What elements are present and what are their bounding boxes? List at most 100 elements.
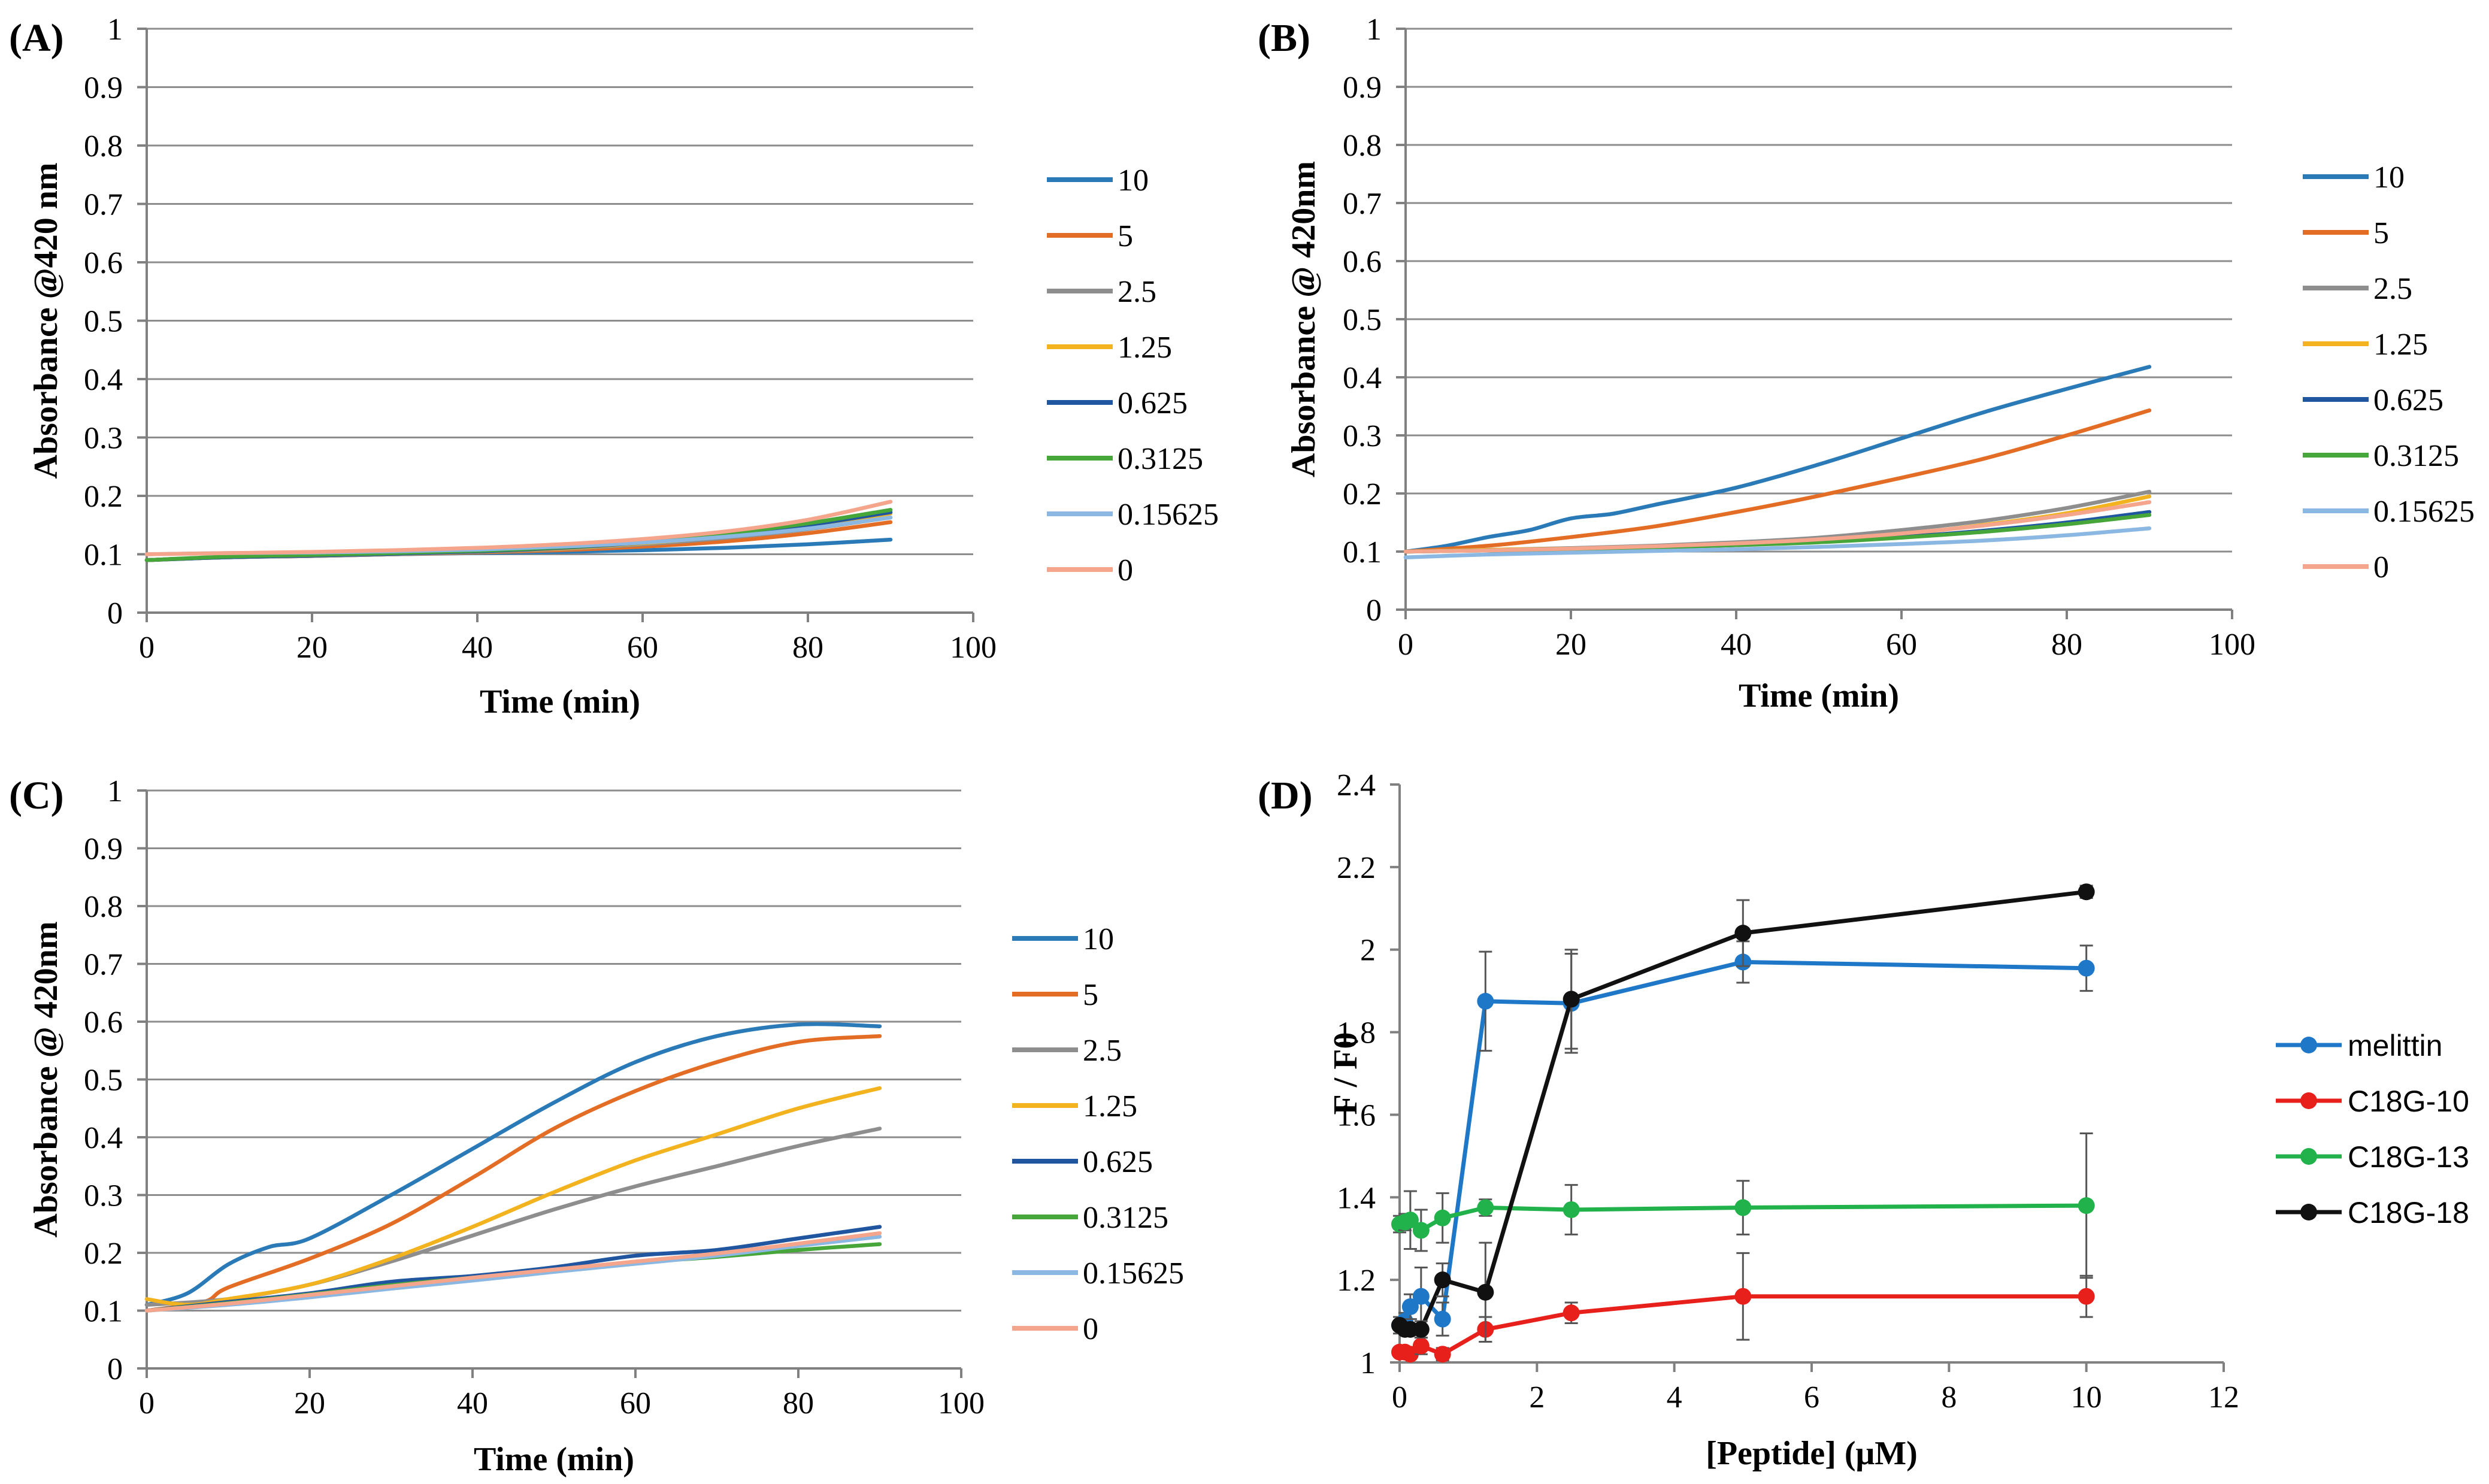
y-tick-label: 0.4 <box>84 1121 123 1155</box>
legend-label: 0.625 <box>2373 383 2443 417</box>
x-tick-label: 40 <box>462 631 493 665</box>
data-point <box>1734 925 1752 942</box>
legend-entry: 0 <box>2303 550 2389 584</box>
legend-entry: 2.5 <box>1047 275 1156 309</box>
y-tick-label: 1.8 <box>1337 1016 1376 1050</box>
legend-entry: melittin <box>2276 1029 2442 1062</box>
y-axis-title: Absorbance @420 nm <box>28 162 65 478</box>
y-tick-label: 0.2 <box>84 480 123 514</box>
panel-b: (B)00.10.20.30.40.50.60.70.80.910 20 40 60 8… <box>1258 13 2475 714</box>
x-tick-label: 80 <box>783 1386 814 1421</box>
x-tick-label: 0 <box>139 1386 155 1421</box>
y-tick-label: 0.7 <box>1343 187 1382 221</box>
data-point <box>1412 1288 1430 1305</box>
legend-label: 10 <box>1118 163 1149 198</box>
y-axis-title: Absorbance @ 420nm <box>28 921 65 1237</box>
y-tick-label: 0.7 <box>84 188 123 222</box>
series-line <box>1403 526 2152 559</box>
series-5 <box>144 1034 882 1313</box>
legend-entry: 0.3125 <box>2303 439 2459 473</box>
x-axis-title: Time (min) <box>1739 677 1899 714</box>
y-tick-label: 0.6 <box>84 1006 123 1040</box>
panel-label: (D) <box>1258 774 1313 817</box>
legend-marker <box>2300 1148 2317 1165</box>
x-tick-label: 60 <box>1886 628 1917 662</box>
legend-entry: 2.5 <box>1012 1034 1122 1068</box>
y-tick-label: 0.4 <box>84 363 123 397</box>
series-line <box>1403 365 2152 554</box>
y-tick-label: 0.7 <box>84 948 123 982</box>
legend-label: 1.25 <box>1118 331 1172 365</box>
legend-label: C18G-18 <box>2348 1196 2469 1229</box>
y-tick-label: 0.3 <box>84 1179 123 1213</box>
x-tick-label: 40 <box>457 1386 488 1421</box>
x-tick-label: 80 <box>2051 628 2082 662</box>
x-tick-label: 100 <box>2209 628 2255 662</box>
x-tick-label: 20 <box>294 1386 325 1421</box>
legend-entry: 5 <box>2303 216 2389 250</box>
legend-marker <box>2300 1092 2317 1109</box>
legend-label: C18G-10 <box>2348 1085 2469 1118</box>
x-tick-label: 40 <box>1721 628 1752 662</box>
legend-entry: 0.3125 <box>1047 442 1203 476</box>
y-tick-label: 1 <box>1360 1346 1376 1380</box>
data-point <box>2078 1197 2095 1215</box>
y-tick-label: 0.8 <box>84 890 123 924</box>
legend-label: 0.625 <box>1118 386 1188 420</box>
y-tick-label: 2 <box>1360 934 1376 968</box>
legend-entry: 0.625 <box>1047 386 1188 420</box>
legend-entry: 10 <box>2303 160 2405 195</box>
y-tick-label: 0.9 <box>84 832 123 867</box>
data-point <box>1434 1209 1451 1226</box>
y-tick-label: 0.6 <box>84 246 123 280</box>
legend-entry: 10 <box>1047 163 1149 198</box>
legend-marker <box>2300 1204 2317 1220</box>
legend-entry: 0.15625 <box>1047 498 1219 532</box>
legend-entry: 0.15625 <box>2303 495 2475 529</box>
y-tick-label: 0 <box>107 1352 123 1386</box>
y-tick-label: 0 <box>107 596 123 631</box>
x-tick-label: 80 <box>792 631 823 665</box>
x-tick-label: 60 <box>627 631 658 665</box>
legend-label: 0.625 <box>1083 1145 1153 1179</box>
legend-label: 0.3125 <box>1083 1201 1168 1235</box>
x-axis-title: [Peptide] (μM) <box>1706 1435 1918 1472</box>
legend-entry: 0.625 <box>2303 383 2443 417</box>
y-tick-label: 1.2 <box>1337 1264 1376 1298</box>
legend-label: 0.15625 <box>1118 498 1219 532</box>
legend-label: 2.5 <box>2373 272 2412 306</box>
x-tick-label: 100 <box>938 1386 985 1421</box>
y-tick-label: 0.4 <box>1343 361 1382 395</box>
y-tick-label: 1 <box>107 774 123 808</box>
series-line <box>144 1022 882 1307</box>
panel-c: (C)00.10.20.30.40.50.60.70.80.910 20 40 60 8… <box>9 774 1184 1478</box>
legend-label: 1.25 <box>1083 1089 1137 1123</box>
panel-label: (C) <box>9 774 64 817</box>
data-point <box>1434 1310 1451 1328</box>
x-tick-label: 0 <box>1392 1380 1407 1415</box>
data-point <box>1412 1321 1430 1338</box>
data-point <box>1563 1201 1580 1218</box>
x-tick-label: 6 <box>1804 1380 1819 1415</box>
legend-label: C18G-13 <box>2348 1140 2469 1174</box>
series-line <box>144 499 893 556</box>
data-point <box>1401 1212 1419 1229</box>
legend-label: 0 <box>2373 550 2389 584</box>
legend-label: 5 <box>1083 978 1098 1012</box>
y-tick-label: 1.4 <box>1337 1181 1376 1215</box>
series-line <box>1403 500 2152 554</box>
series-0.625 <box>144 1225 882 1313</box>
y-tick-label: 0.6 <box>1343 245 1382 279</box>
series-line <box>144 1231 882 1313</box>
y-tick-label: 0.9 <box>1343 71 1382 105</box>
legend-entry: 1.25 <box>2303 328 2428 362</box>
x-tick-label: 0 <box>1398 628 1413 662</box>
series-0 <box>1403 500 2152 554</box>
legend-label: 0 <box>1083 1312 1098 1346</box>
series-line <box>144 1225 882 1313</box>
y-tick-label: 1 <box>107 13 123 47</box>
legend-entry: 5 <box>1047 219 1133 253</box>
x-tick-label: 10 <box>2071 1380 2102 1415</box>
legend-label: 1.25 <box>2373 328 2428 362</box>
x-axis-title: Time (min) <box>480 683 640 720</box>
